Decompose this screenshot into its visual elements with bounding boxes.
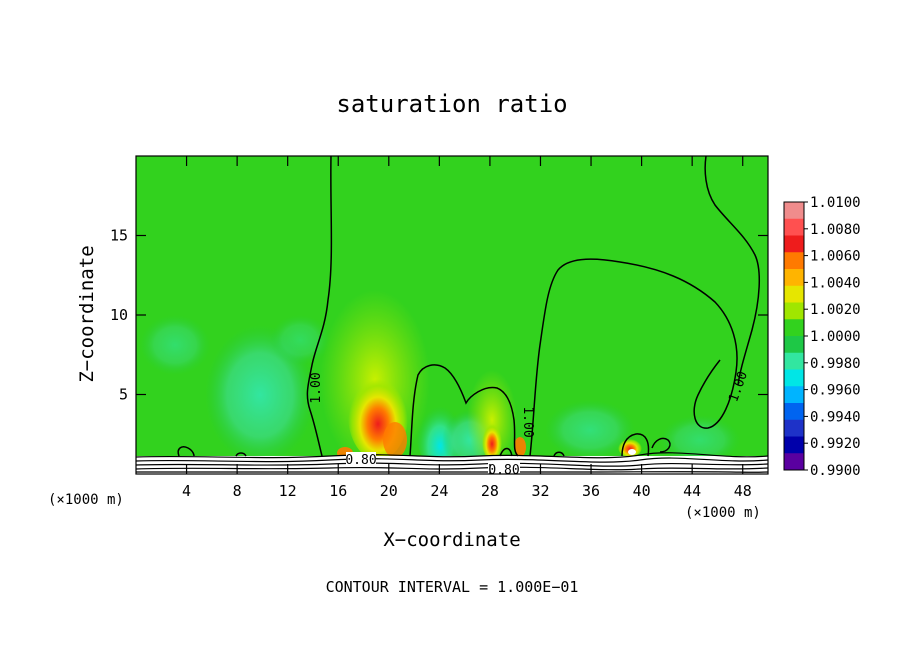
colorbar-label: 1.0100 <box>810 195 861 211</box>
colorbar-label: 0.9940 <box>810 409 861 425</box>
colorbar-label: 0.9960 <box>810 383 861 399</box>
colorbar-swatch <box>784 436 804 454</box>
contour-label: 1.00 <box>520 406 535 437</box>
x-tick-label: 32 <box>531 482 549 500</box>
x-tick-label: 12 <box>279 482 297 500</box>
y-axis: 5 10 15 <box>110 227 768 404</box>
y-tick-label: 10 <box>110 306 128 324</box>
colorbar-swatch <box>784 453 804 471</box>
colorbar-swatch <box>784 419 804 437</box>
colorbar-swatch <box>784 252 804 270</box>
colorbar-swatch <box>784 386 804 404</box>
y-tick-label: 15 <box>110 227 128 245</box>
heatmap-field: 1.00 1.00 1.00 0.80 0.80 <box>136 156 768 478</box>
x-unit-right: (×1000 m) <box>685 505 761 521</box>
colorbar-label: 1.0080 <box>810 222 861 238</box>
colorbar <box>783 201 805 471</box>
colorbar-swatch <box>784 302 804 320</box>
x-tick-label: 20 <box>380 482 398 500</box>
x-tick-label: 48 <box>734 482 752 500</box>
colorbar-label: 0.9920 <box>810 436 861 452</box>
colorbar-swatch <box>784 336 804 354</box>
colorbar-label: 1.0060 <box>810 249 861 265</box>
colorbar-label: 1.0040 <box>810 275 861 291</box>
contour-interval-note: CONTOUR INTERVAL = 1.000E−01 <box>326 578 579 596</box>
x-tick-label: 40 <box>633 482 651 500</box>
contour-label: 0.80 <box>345 453 376 468</box>
chart-title: saturation ratio <box>336 90 567 118</box>
x-tick-label: 8 <box>233 482 242 500</box>
x-tick-label: 16 <box>329 482 347 500</box>
x-unit-left: (×1000 m) <box>48 492 124 508</box>
colorbar-label: 0.9980 <box>810 356 861 372</box>
colorbar-labels: 1.0100 1.0080 1.0060 1.0040 1.0020 1.0000 0.99… <box>804 195 861 479</box>
colorbar-label: 0.9900 <box>810 463 861 479</box>
colorbar-label: 1.0000 <box>810 329 861 345</box>
contour-label: 1.00 <box>309 372 324 403</box>
x-tick-label: 36 <box>582 482 600 500</box>
x-tick-label: 28 <box>481 482 499 500</box>
colorbar-swatch <box>784 352 804 370</box>
colorbar-swatch <box>784 269 804 287</box>
x-axis: 4 8 12 16 20 24 28 32 36 40 44 48 <box>182 156 752 500</box>
colorbar-swatch <box>784 403 804 421</box>
x-tick-label: 44 <box>683 482 701 500</box>
y-axis-label: Z−coordinate <box>76 245 98 382</box>
x-tick-label: 24 <box>430 482 448 500</box>
x-tick-label: 4 <box>182 482 191 500</box>
y-tick-label: 5 <box>119 386 128 404</box>
colorbar-swatch <box>784 319 804 337</box>
colorbar-label: 1.0020 <box>810 302 861 318</box>
colorbar-swatch <box>784 369 804 387</box>
contour-label: 0.80 <box>488 463 519 478</box>
colorbar-swatch <box>784 235 804 253</box>
colorbar-swatch <box>784 218 804 236</box>
x-axis-label: X−coordinate <box>383 529 520 551</box>
colorbar-swatch <box>784 285 804 303</box>
colorbar-swatch <box>784 202 804 220</box>
